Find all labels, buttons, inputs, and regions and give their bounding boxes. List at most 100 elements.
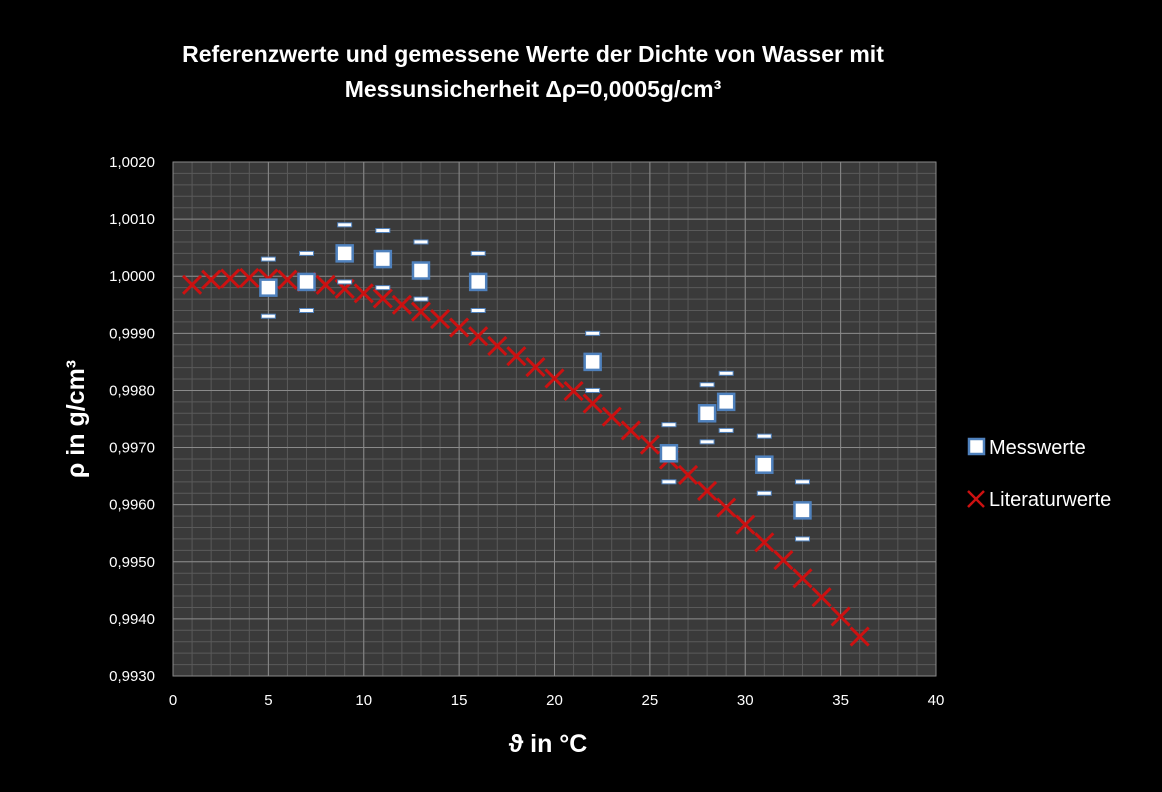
x-marker-stroke — [563, 380, 584, 402]
literaturwert-point — [792, 568, 813, 589]
chart-title-line-1: Referenzwerte und gemessene Werte der Di… — [182, 41, 884, 67]
x-tick-label: 0 — [169, 692, 177, 709]
y-tick-label: 0,9990 — [109, 325, 155, 342]
messwert-point — [259, 256, 278, 319]
literaturwert-point — [639, 434, 660, 455]
legend-label-literaturwerte: Literaturwerte — [989, 489, 1111, 511]
messwert-marker — [716, 392, 736, 412]
x-axis-ticks: 0 5 10 15 20 25 30 35 40 — [169, 692, 945, 709]
messwert-marker — [793, 501, 812, 520]
y-axis-label: ρ in g/cm³ — [62, 360, 90, 478]
literaturwert-point — [201, 269, 222, 290]
literaturwert-point — [620, 420, 641, 441]
y-axis-ticks: 0,9930 0,9940 0,9950 0,9960 0,9970 0,9980 0,99… — [109, 154, 155, 685]
error-bar-cap — [260, 313, 276, 319]
x-marker-stroke — [525, 356, 546, 378]
y-tick-label: 0,9940 — [109, 611, 155, 628]
x-tick-label: 20 — [546, 692, 563, 709]
x-tick-label: 10 — [355, 692, 372, 709]
x-marker-stroke — [677, 464, 699, 486]
x-marker-stroke — [830, 606, 851, 627]
literaturwert-point — [773, 550, 794, 571]
error-bar-cap — [413, 296, 429, 302]
literaturwert-point — [315, 274, 336, 295]
literaturwert-point — [506, 346, 527, 367]
x-marker-stroke — [544, 368, 565, 389]
x-marker-stroke — [754, 532, 775, 553]
literaturwert-point — [830, 606, 851, 627]
messwert-point — [335, 222, 354, 285]
x-tick-label: 35 — [832, 692, 849, 709]
literaturwert-point — [582, 393, 603, 414]
error-bar-cap — [413, 239, 429, 245]
x-marker-stroke — [735, 514, 756, 535]
error-bar-cap — [794, 479, 810, 485]
messwert-marker — [259, 278, 278, 297]
y-tick-label: 0,9930 — [109, 668, 155, 685]
legend-marker-messwerte — [967, 437, 986, 456]
x-marker-stroke — [372, 288, 393, 309]
x-marker-stroke — [811, 587, 832, 608]
x-marker-stroke — [353, 283, 374, 304]
error-bar-cap — [661, 422, 677, 428]
legend: Messwerte Literaturwerte — [967, 437, 1111, 511]
x-marker-stroke — [220, 268, 241, 289]
literaturwert-point — [468, 326, 489, 347]
y-tick-label: 1,0020 — [109, 154, 155, 171]
error-bar-cap — [585, 330, 601, 336]
x-marker-stroke — [773, 550, 794, 571]
messwert-point — [716, 370, 736, 433]
x-marker-stroke — [506, 346, 527, 367]
error-bar-cap — [661, 479, 677, 485]
literaturwert-point — [677, 464, 699, 486]
error-bar-cap — [699, 439, 715, 445]
y-tick-label: 0,9960 — [109, 497, 155, 514]
literaturwert-point — [487, 335, 508, 356]
literaturwert-point — [601, 406, 622, 427]
error-bar-cap — [375, 285, 391, 291]
literaturwert-point — [220, 268, 241, 289]
error-bar-cap — [756, 490, 772, 496]
literaturwert-point — [277, 269, 298, 290]
messwert-marker — [755, 455, 774, 474]
x-marker-stroke — [582, 393, 603, 414]
x-marker-stroke — [792, 568, 813, 589]
y-tick-label: 0,9980 — [109, 382, 155, 399]
y-tick-label: 1,0010 — [109, 211, 155, 228]
legend-label-messwerte: Messwerte — [989, 437, 1086, 459]
error-bar-cap — [470, 250, 486, 256]
legend-marker-literaturwerte — [967, 490, 985, 508]
x-marker-stroke — [697, 480, 718, 502]
x-marker-stroke — [182, 274, 203, 295]
literaturwert-point — [372, 288, 393, 309]
error-bar-cap — [299, 307, 315, 313]
error-bar-cap — [718, 427, 734, 433]
messwert-marker — [373, 249, 393, 269]
literaturwert-point — [849, 626, 870, 647]
error-bar-cap — [585, 387, 601, 393]
literaturwert-point — [735, 514, 756, 535]
y-tick-label: 0,9970 — [109, 440, 155, 457]
messwert-point — [659, 422, 679, 485]
x-marker-stroke — [716, 497, 737, 518]
x-marker-stroke — [201, 269, 222, 290]
x-marker-stroke — [315, 274, 336, 295]
literaturwert-point — [716, 497, 737, 518]
messwert-marker — [659, 444, 679, 463]
x-tick-label: 5 — [264, 692, 272, 709]
x-tick-label: 25 — [642, 692, 659, 709]
messwert-marker — [697, 404, 717, 423]
literaturwert-point — [239, 267, 260, 288]
y-tick-label: 0,9950 — [109, 554, 155, 571]
literaturwert-point — [525, 356, 546, 378]
x-marker-stroke — [239, 267, 260, 288]
error-bar-cap — [699, 382, 715, 388]
x-marker-stroke — [468, 326, 489, 347]
error-bar-cap — [375, 228, 391, 234]
literaturwert-point — [754, 532, 775, 553]
x-marker-stroke — [277, 269, 298, 290]
messwert-marker — [468, 272, 488, 292]
x-marker-stroke — [620, 420, 641, 441]
x-tick-label: 15 — [451, 692, 468, 709]
